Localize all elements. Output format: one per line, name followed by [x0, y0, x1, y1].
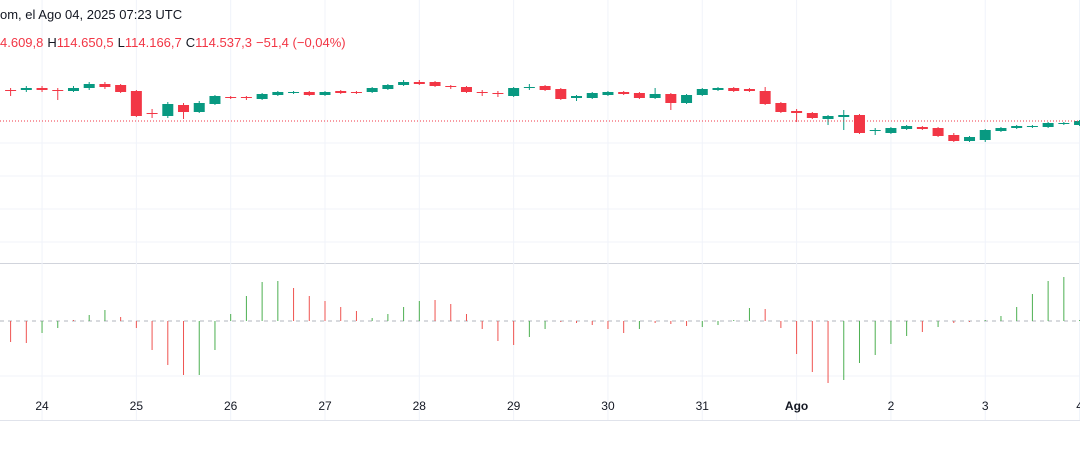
x-tick-label: 4 — [1076, 399, 1080, 413]
header-title: om, el Ago 04, 2025 07:23 UTC — [0, 7, 183, 22]
close-key: C — [185, 35, 196, 50]
candle-body — [366, 88, 378, 92]
candle-body — [67, 88, 79, 91]
candle-body — [555, 89, 567, 99]
candle-body — [586, 93, 598, 98]
candle-body — [712, 88, 724, 90]
candle-body — [20, 88, 32, 90]
candle-body — [492, 93, 504, 94]
candle-body — [916, 127, 928, 129]
candle-body — [429, 82, 441, 86]
x-tick-label: 28 — [413, 399, 427, 413]
candle-body — [1011, 126, 1023, 128]
candle-body — [523, 87, 535, 88]
high-key: H — [47, 35, 57, 50]
x-tick-label: 25 — [130, 399, 144, 413]
candle-body — [681, 95, 693, 103]
low-key: L — [117, 35, 125, 50]
grid — [0, 142, 1080, 377]
candle-body — [146, 113, 158, 114]
candle-body — [508, 88, 520, 96]
candle-body — [413, 82, 425, 84]
candle-body — [995, 128, 1007, 131]
candle-body — [83, 84, 95, 88]
ohlc-legend: 4.609,8 H114.650,5 L114.166,7 C114.537,3 −51… — [0, 35, 350, 50]
candle-body — [806, 113, 818, 118]
candle-body — [288, 92, 300, 93]
close-value: 114.537,3 — [195, 35, 253, 50]
candle-body — [36, 88, 48, 90]
candle-body — [618, 92, 630, 94]
candle-body — [209, 96, 221, 104]
candle-body — [696, 89, 708, 95]
candle-body — [319, 92, 331, 95]
candle-body — [665, 94, 677, 103]
candle-body — [775, 103, 787, 112]
candle-body — [838, 115, 850, 117]
candle-body — [1042, 123, 1054, 127]
x-tick-label: 31 — [696, 399, 710, 413]
candle-body — [225, 97, 237, 98]
candle-body — [350, 92, 362, 93]
x-tick-label: Ago — [785, 399, 808, 413]
candle-body — [256, 94, 268, 99]
candle-body — [743, 89, 755, 91]
candle-body — [303, 92, 315, 95]
candle-body — [5, 90, 17, 91]
candle-body — [1026, 126, 1038, 127]
candle-body — [759, 91, 771, 104]
high-value: 114.650,5 — [56, 35, 114, 50]
candle-body — [1058, 123, 1070, 124]
candle-body — [901, 126, 913, 129]
candle-body — [193, 103, 205, 112]
candle-body — [1074, 121, 1080, 125]
candle-body — [932, 128, 944, 136]
candle-body — [398, 82, 410, 85]
candle-body — [382, 85, 394, 89]
candle-body — [885, 128, 897, 133]
candle-body — [964, 137, 976, 141]
candle-body — [130, 91, 142, 116]
candle-body — [476, 92, 488, 93]
candle-body — [240, 97, 252, 98]
candle-body — [52, 90, 64, 91]
candle-body — [335, 91, 347, 93]
candle-body — [115, 85, 127, 92]
candle-body — [822, 116, 834, 119]
candle-body — [979, 130, 991, 140]
open-value: 4.609,8 — [0, 35, 44, 50]
candle-body — [728, 88, 740, 91]
candle-body — [869, 130, 881, 131]
candle-body — [571, 96, 583, 98]
candle-body — [272, 92, 284, 95]
x-tick-label: 26 — [224, 399, 238, 413]
candle-body — [602, 92, 614, 95]
x-tick-label: 3 — [982, 399, 989, 413]
x-tick-label: 30 — [601, 399, 615, 413]
x-tick-label: 2 — [888, 399, 895, 413]
low-value: 114.166,7 — [124, 35, 182, 50]
x-tick-label: 24 — [35, 399, 49, 413]
candle-body — [791, 111, 803, 113]
candle-body — [649, 94, 661, 98]
candle-body — [853, 115, 865, 133]
candle-body — [99, 84, 111, 87]
candle-body — [460, 87, 472, 92]
x-tick-label: 29 — [507, 399, 521, 413]
candle-body — [162, 104, 174, 116]
candle-body — [539, 86, 551, 90]
candle-body — [948, 135, 960, 141]
candle-body — [445, 86, 457, 87]
candle-body — [633, 93, 645, 98]
candle-body — [178, 105, 190, 112]
change-value: −51,4 (−0,04%) — [256, 35, 346, 50]
x-tick-label: 27 — [318, 399, 332, 413]
